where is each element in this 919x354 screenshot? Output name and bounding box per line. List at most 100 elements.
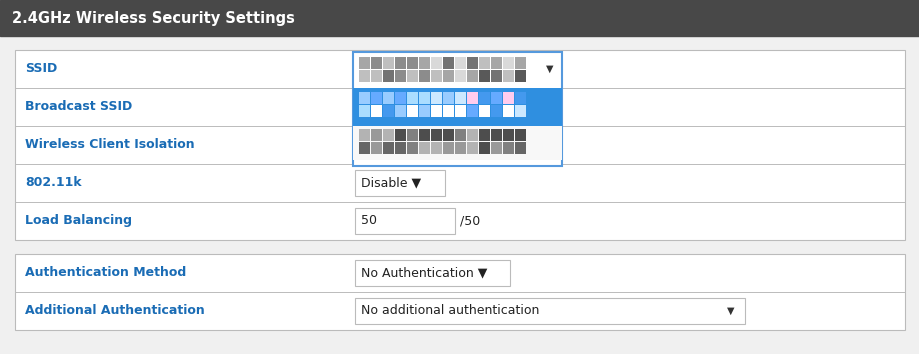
- Bar: [353, 52, 562, 166]
- Bar: [418, 92, 429, 104]
- Text: ▼: ▼: [546, 64, 553, 74]
- Bar: [418, 70, 429, 82]
- Bar: [353, 126, 562, 160]
- Bar: [467, 105, 478, 117]
- Bar: [503, 105, 514, 117]
- Bar: [394, 57, 405, 69]
- Bar: [443, 70, 453, 82]
- Bar: [406, 105, 417, 117]
- Bar: [455, 142, 466, 154]
- Bar: [515, 57, 526, 69]
- Bar: [479, 57, 490, 69]
- Bar: [358, 92, 369, 104]
- Bar: [382, 70, 393, 82]
- Text: Load Balancing: Load Balancing: [25, 215, 131, 228]
- Bar: [394, 105, 405, 117]
- Bar: [358, 129, 369, 141]
- Text: Authentication Method: Authentication Method: [25, 267, 186, 280]
- Text: Wireless Client Isolation: Wireless Client Isolation: [25, 138, 195, 152]
- Bar: [418, 105, 429, 117]
- Bar: [355, 260, 509, 286]
- Bar: [467, 92, 478, 104]
- Bar: [467, 142, 478, 154]
- Bar: [443, 92, 453, 104]
- Bar: [15, 254, 904, 330]
- Text: ▼: ▼: [726, 306, 734, 316]
- Bar: [479, 70, 490, 82]
- Bar: [491, 142, 502, 154]
- Bar: [479, 92, 490, 104]
- Bar: [406, 57, 417, 69]
- Bar: [430, 70, 441, 82]
- Text: /50: /50: [460, 215, 480, 228]
- Bar: [406, 142, 417, 154]
- Bar: [503, 57, 514, 69]
- Bar: [370, 129, 381, 141]
- Bar: [370, 70, 381, 82]
- Bar: [430, 105, 441, 117]
- Bar: [382, 142, 393, 154]
- Text: SSID: SSID: [25, 63, 57, 75]
- Bar: [503, 129, 514, 141]
- Bar: [430, 57, 441, 69]
- Bar: [382, 57, 393, 69]
- Bar: [382, 92, 393, 104]
- Bar: [370, 57, 381, 69]
- Bar: [491, 70, 502, 82]
- Bar: [515, 142, 526, 154]
- Bar: [430, 142, 441, 154]
- Bar: [430, 129, 441, 141]
- Bar: [479, 129, 490, 141]
- Text: No Authentication ▼: No Authentication ▼: [360, 267, 487, 280]
- Bar: [358, 57, 369, 69]
- Bar: [394, 142, 405, 154]
- Text: 802.11k: 802.11k: [25, 177, 82, 189]
- Text: Additional Authentication: Additional Authentication: [25, 304, 205, 318]
- Bar: [491, 57, 502, 69]
- Bar: [467, 70, 478, 82]
- Bar: [430, 92, 441, 104]
- Bar: [406, 129, 417, 141]
- Bar: [382, 105, 393, 117]
- Bar: [479, 142, 490, 154]
- Bar: [491, 92, 502, 104]
- Bar: [503, 142, 514, 154]
- Bar: [370, 142, 381, 154]
- Bar: [355, 208, 455, 234]
- Bar: [355, 298, 744, 324]
- Text: Broadcast SSID: Broadcast SSID: [25, 101, 132, 114]
- Text: ▼: ▼: [450, 140, 459, 150]
- Bar: [455, 57, 466, 69]
- Bar: [491, 105, 502, 117]
- Bar: [443, 57, 453, 69]
- Bar: [515, 129, 526, 141]
- Bar: [455, 70, 466, 82]
- Text: 50: 50: [360, 215, 377, 228]
- Text: Disable: Disable: [360, 138, 407, 152]
- Bar: [443, 105, 453, 117]
- Bar: [515, 92, 526, 104]
- Bar: [15, 50, 904, 240]
- Bar: [515, 70, 526, 82]
- Bar: [455, 129, 466, 141]
- Bar: [418, 57, 429, 69]
- Bar: [358, 105, 369, 117]
- Bar: [358, 70, 369, 82]
- Bar: [491, 129, 502, 141]
- Bar: [503, 70, 514, 82]
- Bar: [467, 57, 478, 69]
- Bar: [394, 70, 405, 82]
- Bar: [479, 105, 490, 117]
- Bar: [353, 88, 562, 126]
- Bar: [355, 132, 464, 158]
- Bar: [443, 142, 453, 154]
- Bar: [467, 129, 478, 141]
- Bar: [418, 142, 429, 154]
- Bar: [382, 129, 393, 141]
- Bar: [358, 142, 369, 154]
- Bar: [370, 92, 381, 104]
- Bar: [406, 92, 417, 104]
- Text: No additional authentication: No additional authentication: [360, 304, 539, 318]
- Bar: [515, 105, 526, 117]
- Bar: [406, 70, 417, 82]
